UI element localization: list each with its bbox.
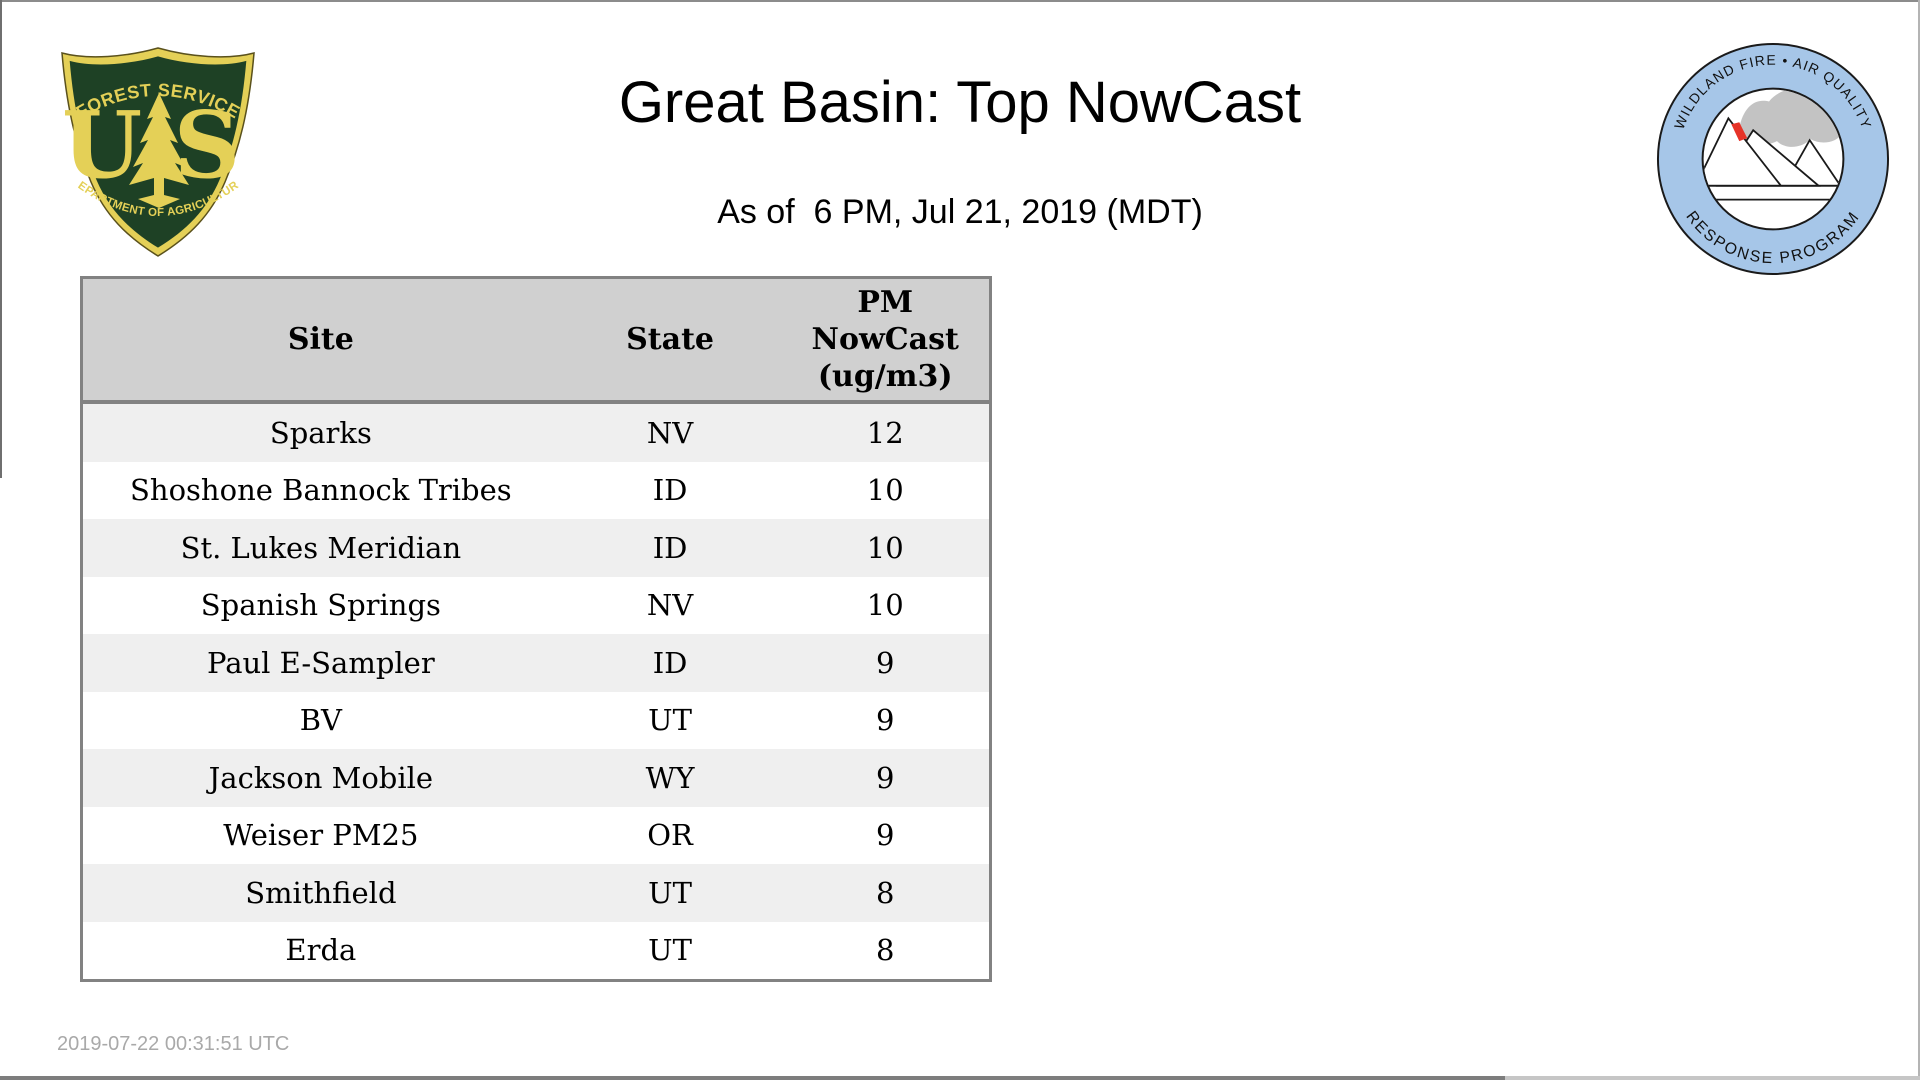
cell-site: Erda: [81, 921, 559, 981]
cell-value: 10: [781, 576, 991, 634]
cell-state: NV: [558, 576, 782, 634]
cell-value: 8: [781, 921, 991, 981]
footer-timestamp: 2019-07-22 00:31:51 UTC: [57, 1033, 290, 1055]
table-row: St. Lukes Meridian ID 10: [81, 519, 991, 577]
table-row: Jackson Mobile WY 9: [81, 749, 991, 807]
table-row: Spanish Springs NV 10: [81, 576, 991, 634]
cell-state: OR: [558, 806, 782, 864]
table-row: BV UT 9: [81, 691, 991, 749]
window-border-right: [1918, 0, 1920, 1080]
cell-state: UT: [558, 921, 782, 981]
cell-site: Shoshone Bannock Tribes: [81, 461, 559, 519]
header-pm-nowcast: PM NowCast (ug/m3): [781, 277, 991, 404]
table-row: Shoshone Bannock Tribes ID 10: [81, 461, 991, 519]
horizontal-scrollbar-thumb[interactable]: [0, 1076, 1505, 1080]
header-site: Site: [81, 277, 559, 404]
pine-tree-icon: [129, 93, 189, 208]
usfs-logo: FOREST SERVICE U S DEPARTMENT OF AGRICUL…: [58, 44, 255, 257]
page-title: Great Basin: Top NowCast: [618, 70, 1302, 135]
usfs-monogram-u: U: [62, 91, 142, 199]
cell-site: Smithfield: [81, 864, 559, 922]
cell-site: St. Lukes Meridian: [81, 519, 559, 577]
cell-state: UT: [558, 691, 782, 749]
page-subtitle: As of 6 PM, Jul 21, 2019 (MDT): [717, 193, 1203, 231]
cell-value: 12: [781, 402, 991, 462]
table-row: Erda UT 8: [81, 921, 991, 981]
table-row: Smithfield UT 8: [81, 864, 991, 922]
table-body: Sparks NV 12 Shoshone Bannock Tribes ID …: [81, 402, 991, 981]
cell-site: Weiser PM25: [81, 806, 559, 864]
cell-state: ID: [558, 461, 782, 519]
table-row: Weiser PM25 OR 9: [81, 806, 991, 864]
cell-site: BV: [81, 691, 559, 749]
cell-value: 8: [781, 864, 991, 922]
window-border-left: [0, 0, 2, 478]
table-row: Sparks NV 12: [81, 402, 991, 462]
cell-state: ID: [558, 634, 782, 692]
window-border-top: [0, 0, 1920, 2]
cell-value: 9: [781, 634, 991, 692]
wfaqrp-logo: WILDLAND FIRE • AIR QUALITY RESPONSE PRO…: [1656, 42, 1890, 276]
cell-value: 9: [781, 691, 991, 749]
table-header: Site State PM NowCast (ug/m3): [81, 277, 991, 404]
nowcast-table: Site State PM NowCast (ug/m3) Sparks NV …: [80, 276, 992, 982]
cell-value: 10: [781, 461, 991, 519]
cell-site: Sparks: [81, 402, 559, 462]
header-state: State: [558, 277, 782, 404]
cell-value: 9: [781, 806, 991, 864]
cell-state: NV: [558, 402, 782, 462]
cell-value: 9: [781, 749, 991, 807]
cell-site: Jackson Mobile: [81, 749, 559, 807]
flame-mark-icon: [1731, 122, 1748, 142]
cell-site: Paul E-Sampler: [81, 634, 559, 692]
cell-state: WY: [558, 749, 782, 807]
table-row: Paul E-Sampler ID 9: [81, 634, 991, 692]
cell-state: ID: [558, 519, 782, 577]
cell-value: 10: [781, 519, 991, 577]
cell-state: UT: [558, 864, 782, 922]
cell-site: Spanish Springs: [81, 576, 559, 634]
